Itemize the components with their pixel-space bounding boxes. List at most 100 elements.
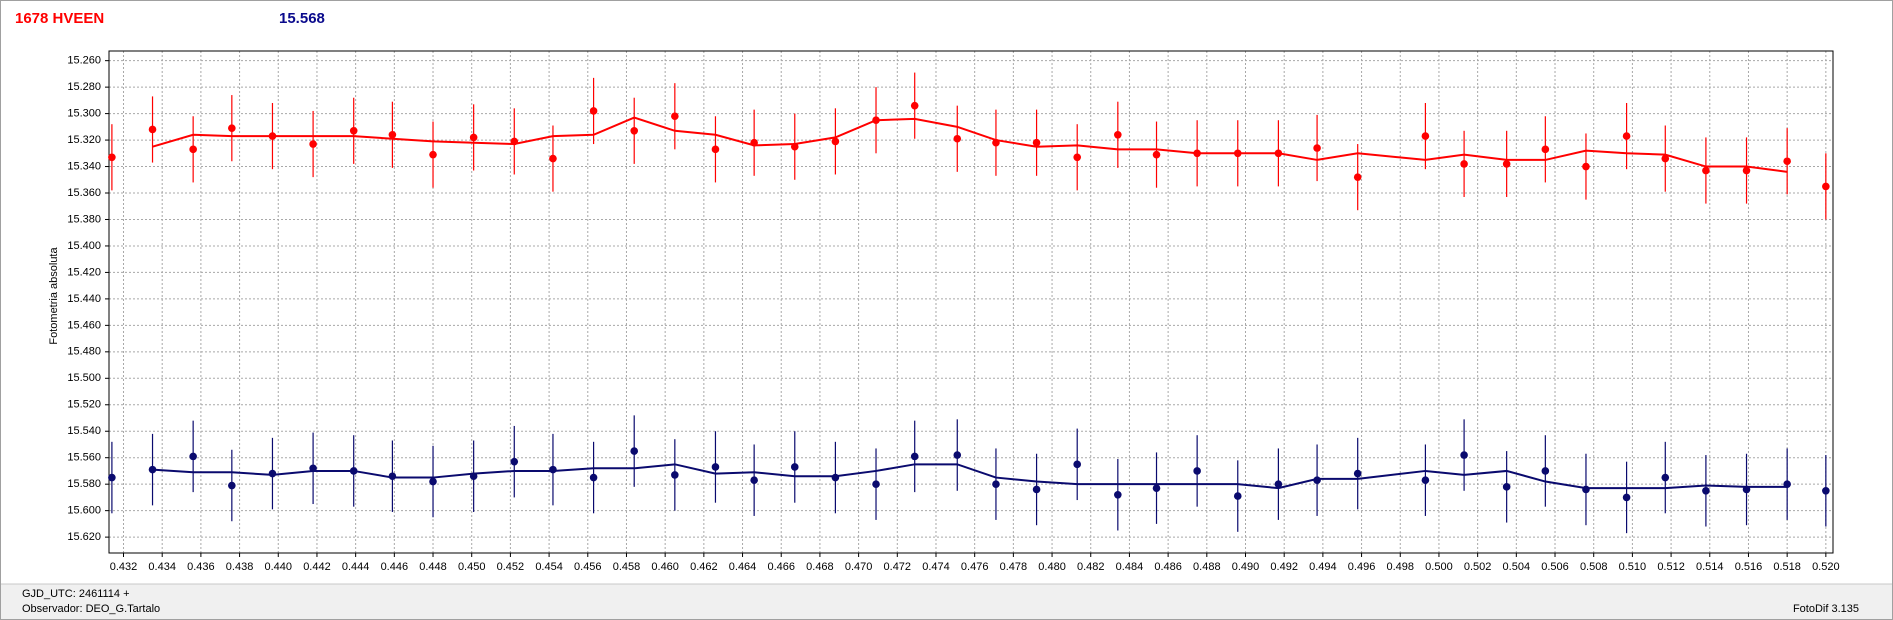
data-point bbox=[1460, 451, 1468, 459]
data-point bbox=[992, 138, 1000, 147]
x-tick-label: 0.510 bbox=[1619, 561, 1647, 573]
x-tick-label: 0.442 bbox=[303, 561, 331, 573]
x-tick-label: 0.492 bbox=[1270, 561, 1298, 573]
x-tick-label: 0.500 bbox=[1425, 561, 1453, 573]
data-point bbox=[711, 145, 720, 154]
data-point bbox=[1233, 149, 1242, 158]
data-point bbox=[589, 473, 598, 482]
x-tick-label: 0.508 bbox=[1580, 561, 1608, 573]
data-point bbox=[510, 457, 519, 466]
data-point bbox=[630, 127, 639, 135]
y-tick-label: 15.260 bbox=[67, 55, 101, 67]
data-point bbox=[1114, 490, 1122, 499]
chart-subtitle: 15.568 bbox=[279, 10, 325, 27]
y-tick-label: 15.460 bbox=[67, 319, 101, 331]
data-point bbox=[309, 464, 317, 473]
x-tick-label: 0.504 bbox=[1503, 561, 1531, 573]
x-tick-label: 0.472 bbox=[884, 561, 912, 573]
x-tick-label: 0.496 bbox=[1348, 561, 1376, 573]
data-point bbox=[388, 130, 397, 139]
data-point bbox=[831, 473, 840, 482]
data-point bbox=[671, 471, 679, 479]
status-bar bbox=[1, 584, 1892, 619]
y-tick-label: 15.420 bbox=[67, 266, 101, 278]
x-tick-label: 0.486 bbox=[1154, 561, 1182, 573]
data-point bbox=[1502, 483, 1511, 491]
data-point bbox=[108, 473, 116, 482]
y-tick-label: 15.300 bbox=[67, 108, 101, 120]
data-point bbox=[1353, 469, 1362, 478]
data-point bbox=[1193, 467, 1201, 475]
data-point bbox=[1353, 173, 1362, 181]
y-tick-label: 15.480 bbox=[67, 346, 101, 358]
data-point bbox=[1582, 485, 1590, 494]
x-tick-label: 0.436 bbox=[187, 561, 215, 573]
data-point bbox=[1622, 493, 1631, 502]
data-point bbox=[1152, 150, 1161, 159]
data-point bbox=[1661, 154, 1670, 163]
data-point bbox=[1541, 145, 1550, 154]
x-tick-label: 0.478 bbox=[1000, 561, 1028, 573]
data-point bbox=[910, 452, 919, 461]
x-tick-label: 0.434 bbox=[148, 561, 176, 573]
data-point bbox=[1661, 473, 1670, 482]
x-tick-label: 0.482 bbox=[1077, 561, 1105, 573]
x-tick-label: 0.432 bbox=[110, 561, 138, 573]
y-tick-label: 15.620 bbox=[67, 531, 101, 543]
x-tick-label: 0.448 bbox=[419, 561, 447, 573]
x-tick-label: 0.456 bbox=[574, 561, 602, 573]
data-point bbox=[1421, 132, 1430, 140]
y-tick-label: 15.340 bbox=[67, 160, 101, 172]
x-tick-label: 0.464 bbox=[729, 561, 757, 573]
data-point bbox=[268, 132, 277, 140]
x-tick-label: 0.480 bbox=[1038, 561, 1066, 573]
data-point bbox=[831, 137, 840, 146]
x-tick-label: 0.488 bbox=[1193, 561, 1221, 573]
data-point bbox=[1032, 485, 1041, 494]
data-point bbox=[1114, 130, 1122, 139]
data-point bbox=[589, 107, 598, 115]
x-tick-label: 0.450 bbox=[458, 561, 486, 573]
data-point bbox=[872, 480, 880, 488]
x-tick-label: 0.484 bbox=[1116, 561, 1144, 573]
x-tick-label: 0.512 bbox=[1657, 561, 1685, 573]
x-tick-label: 0.444 bbox=[342, 561, 370, 573]
data-point bbox=[953, 134, 962, 143]
data-point bbox=[148, 465, 157, 474]
data-point bbox=[1073, 460, 1082, 469]
data-point bbox=[309, 140, 317, 148]
y-tick-label: 15.440 bbox=[67, 293, 101, 305]
data-point bbox=[510, 137, 519, 146]
data-point bbox=[148, 125, 157, 134]
x-tick-label: 0.518 bbox=[1773, 561, 1801, 573]
status-version: FotoDif 3.135 bbox=[1793, 603, 1859, 615]
y-tick-label: 15.540 bbox=[67, 425, 101, 437]
data-point bbox=[349, 127, 358, 135]
x-tick-label: 0.458 bbox=[613, 561, 641, 573]
x-tick-label: 0.470 bbox=[845, 561, 873, 573]
x-tick-label: 0.468 bbox=[806, 561, 834, 573]
data-point bbox=[549, 465, 557, 474]
y-tick-label: 15.320 bbox=[67, 134, 101, 146]
y-tick-label: 15.360 bbox=[67, 187, 101, 199]
x-tick-label: 0.438 bbox=[226, 561, 254, 573]
x-tick-label: 0.474 bbox=[922, 561, 950, 573]
data-point bbox=[671, 112, 679, 121]
x-tick-label: 0.516 bbox=[1735, 561, 1763, 573]
data-point bbox=[1541, 467, 1550, 475]
x-tick-label: 0.462 bbox=[690, 561, 718, 573]
data-point bbox=[1742, 166, 1751, 175]
data-point bbox=[388, 472, 397, 481]
data-point bbox=[1702, 486, 1710, 495]
data-point bbox=[1582, 162, 1590, 171]
data-point bbox=[1274, 149, 1283, 158]
data-point bbox=[228, 481, 236, 490]
data-point bbox=[872, 116, 880, 125]
status-date: GJD_UTC: 2461114 + bbox=[22, 588, 130, 600]
data-point bbox=[711, 463, 720, 471]
x-tick-label: 0.460 bbox=[651, 561, 679, 573]
x-tick-label: 0.498 bbox=[1386, 561, 1414, 573]
data-point bbox=[1822, 182, 1830, 191]
x-tick-label: 0.452 bbox=[497, 561, 525, 573]
